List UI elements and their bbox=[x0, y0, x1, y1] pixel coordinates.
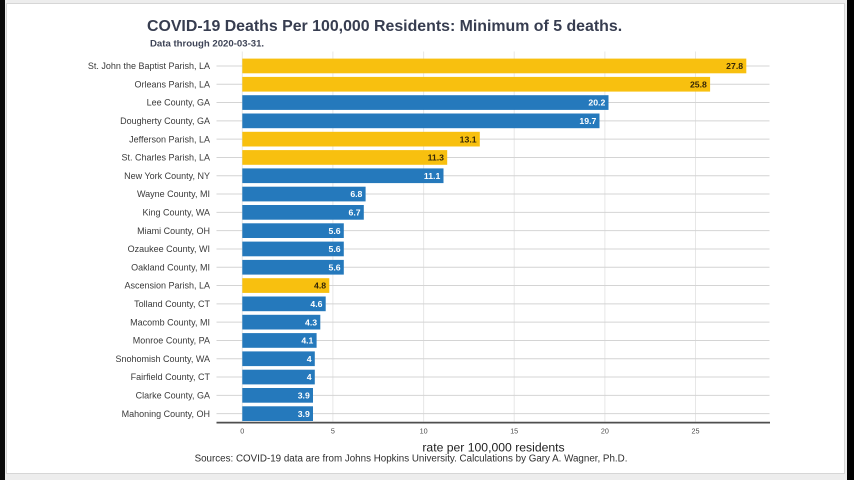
svg-text:3.9: 3.9 bbox=[298, 390, 310, 400]
svg-text:Ascension Parish, LA: Ascension Parish, LA bbox=[124, 281, 210, 291]
svg-text:Data through 2020-03-31.: Data through 2020-03-31. bbox=[150, 38, 264, 49]
svg-text:King County, WA: King County, WA bbox=[142, 207, 210, 217]
svg-text:St. John the Baptist Parish, L: St. John the Baptist Parish, LA bbox=[88, 61, 210, 71]
svg-text:Macomb County, MI: Macomb County, MI bbox=[130, 317, 210, 327]
svg-text:Monroe County, PA: Monroe County, PA bbox=[133, 336, 210, 346]
svg-text:4.1: 4.1 bbox=[301, 336, 313, 346]
svg-text:5.6: 5.6 bbox=[329, 262, 341, 272]
svg-text:19.7: 19.7 bbox=[579, 116, 596, 126]
svg-text:4.3: 4.3 bbox=[305, 317, 317, 327]
svg-text:Lee County, GA: Lee County, GA bbox=[147, 98, 210, 108]
svg-text:13.1: 13.1 bbox=[460, 134, 477, 144]
svg-text:0: 0 bbox=[240, 427, 244, 436]
svg-text:5.6: 5.6 bbox=[329, 244, 341, 254]
svg-text:Dougherty County, GA: Dougherty County, GA bbox=[120, 116, 210, 126]
svg-text:Oakland County, MI: Oakland County, MI bbox=[131, 262, 210, 272]
svg-text:20: 20 bbox=[601, 427, 609, 436]
svg-text:6.8: 6.8 bbox=[350, 189, 362, 199]
svg-text:Jefferson Parish, LA: Jefferson Parish, LA bbox=[129, 134, 210, 144]
svg-text:Ozaukee County, WI: Ozaukee County, WI bbox=[128, 244, 210, 254]
svg-text:Tolland County, CT: Tolland County, CT bbox=[134, 299, 210, 309]
svg-text:15: 15 bbox=[510, 427, 518, 436]
svg-text:New York County, NY: New York County, NY bbox=[124, 171, 210, 181]
svg-text:Snohomish County, WA: Snohomish County, WA bbox=[115, 354, 210, 364]
svg-text:10: 10 bbox=[420, 427, 428, 436]
svg-text:5: 5 bbox=[331, 427, 335, 436]
svg-text:4.8: 4.8 bbox=[314, 281, 326, 291]
svg-text:Sources: COVID-19 data are fro: Sources: COVID-19 data are from Johns Ho… bbox=[195, 454, 628, 465]
svg-text:Orleans Parish, LA: Orleans Parish, LA bbox=[134, 79, 210, 89]
svg-text:Wayne County, MI: Wayne County, MI bbox=[137, 189, 210, 199]
svg-text:rate per 100,000 residents: rate per 100,000 residents bbox=[422, 441, 564, 455]
svg-text:4: 4 bbox=[307, 372, 312, 382]
svg-text:Fairfield County, CT: Fairfield County, CT bbox=[131, 372, 211, 382]
svg-text:25: 25 bbox=[692, 427, 700, 436]
svg-text:Miami County, OH: Miami County, OH bbox=[137, 226, 210, 236]
svg-text:4.6: 4.6 bbox=[310, 299, 322, 309]
svg-text:St. Charles Parish, LA: St. Charles Parish, LA bbox=[121, 153, 210, 163]
svg-text:4: 4 bbox=[307, 354, 312, 364]
svg-text:6.7: 6.7 bbox=[349, 207, 361, 217]
svg-text:25.8: 25.8 bbox=[690, 79, 707, 89]
svg-text:Mahoning County, OH: Mahoning County, OH bbox=[122, 409, 210, 419]
svg-text:20.2: 20.2 bbox=[588, 98, 605, 108]
svg-text:Clarke County, GA: Clarke County, GA bbox=[136, 390, 210, 400]
svg-text:11.3: 11.3 bbox=[428, 153, 445, 163]
svg-text:27.8: 27.8 bbox=[726, 61, 743, 71]
svg-text:COVID-19 Deaths Per 100,000 Re: COVID-19 Deaths Per 100,000 Residents: M… bbox=[147, 18, 622, 35]
svg-text:11.1: 11.1 bbox=[424, 171, 441, 181]
svg-text:3.9: 3.9 bbox=[298, 409, 310, 419]
svg-text:5.6: 5.6 bbox=[329, 226, 341, 236]
